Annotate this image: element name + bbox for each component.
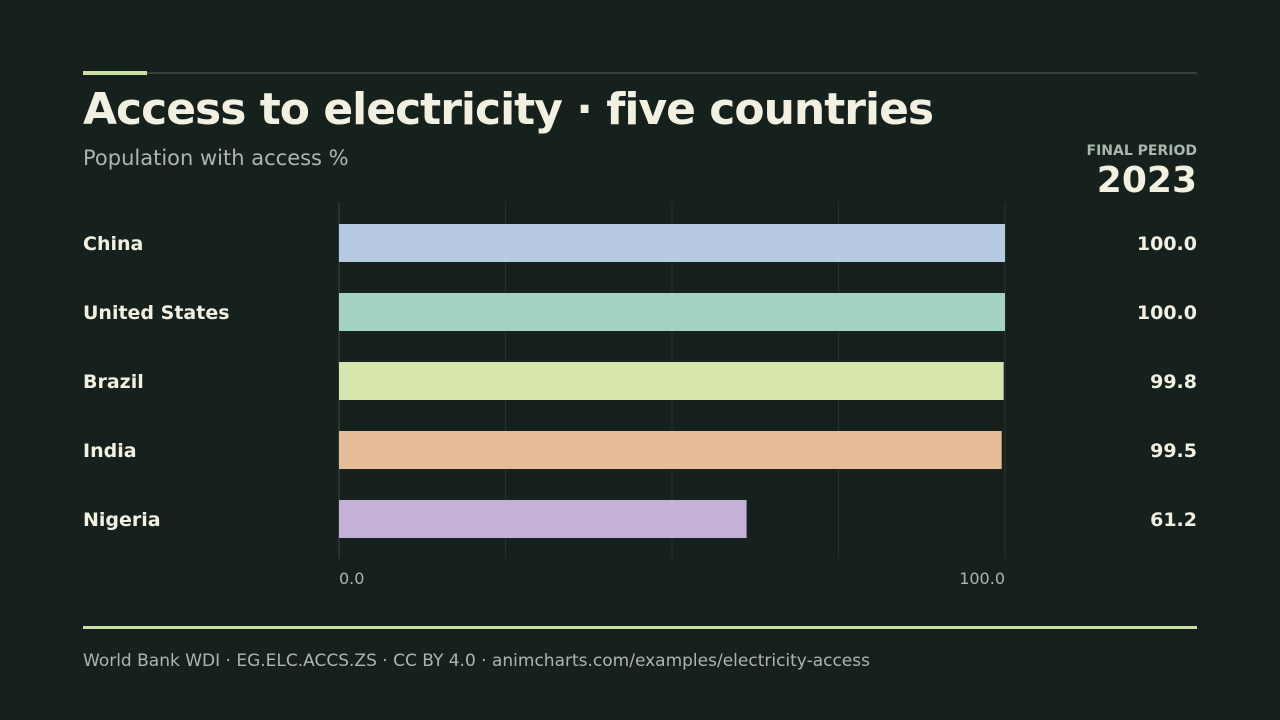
bar <box>339 224 1005 262</box>
x-tick-label: 0.0 <box>339 569 364 588</box>
category-label: China <box>83 233 143 255</box>
value-label: 100.0 <box>1137 233 1197 255</box>
top-rule <box>83 72 1197 74</box>
category-label: Brazil <box>83 371 144 393</box>
category-label: India <box>83 440 137 462</box>
period-label: FINAL PERIOD <box>1086 143 1197 159</box>
x-tick-label: 100.0 <box>959 569 1005 588</box>
top-accent-bar <box>83 71 147 75</box>
category-label: Nigeria <box>83 509 161 531</box>
chart-title: Access to electricity · five countries <box>83 84 934 135</box>
period-value: 2023 <box>1096 160 1197 201</box>
bar <box>339 362 1004 400</box>
bar <box>339 500 747 538</box>
value-label: 100.0 <box>1137 302 1197 324</box>
bar <box>339 293 1005 331</box>
value-label: 61.2 <box>1150 509 1197 531</box>
chart-subtitle: Population with access % <box>83 146 349 170</box>
source-footer: World Bank WDI · EG.ELC.ACCS.ZS · CC BY … <box>83 651 870 671</box>
bottom-rule <box>83 626 1197 629</box>
value-label: 99.8 <box>1150 371 1197 393</box>
bar <box>339 431 1002 469</box>
category-label: United States <box>83 302 230 324</box>
value-label: 99.5 <box>1150 440 1197 462</box>
